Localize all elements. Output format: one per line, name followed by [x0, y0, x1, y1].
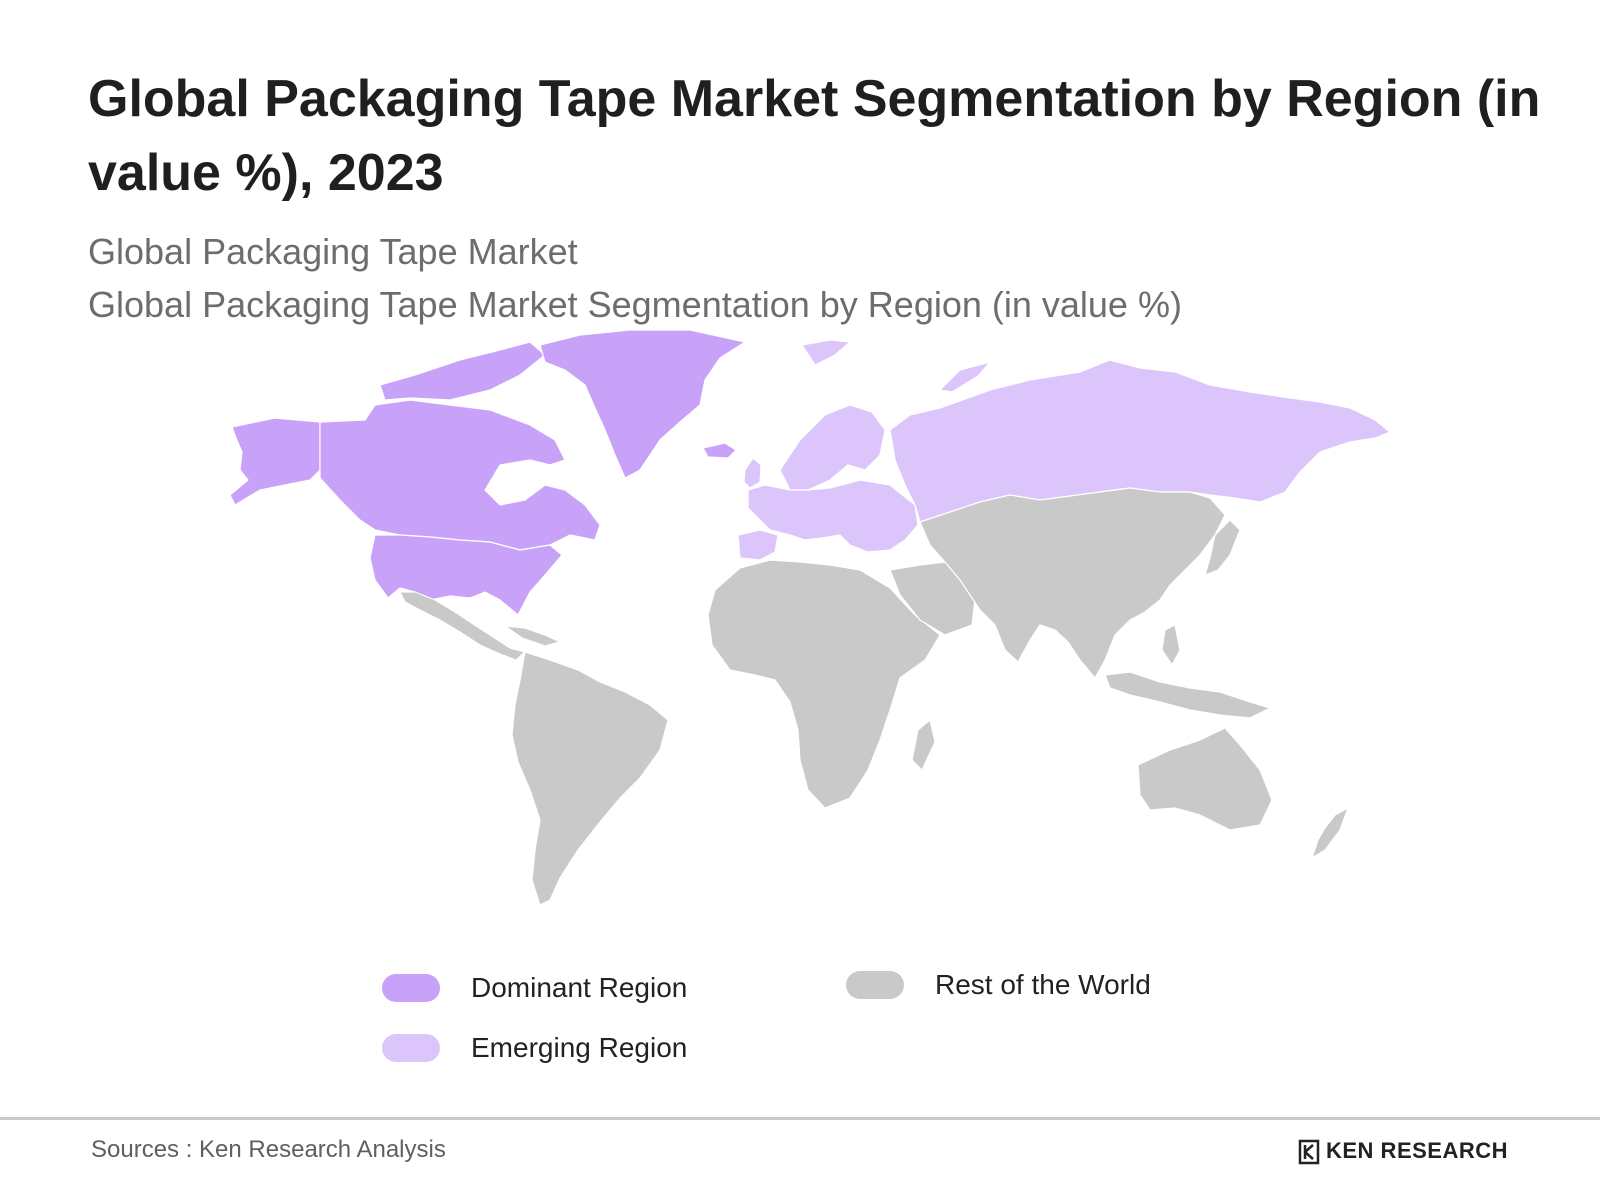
source-note: Sources : Ken Research Analysis — [91, 1136, 446, 1163]
legend-label-emerging: Emerging Region — [471, 1032, 688, 1063]
legend-swatch-rest — [846, 971, 904, 999]
map-region-africa — [707, 559, 941, 809]
brand-logo: KEN RESEARCH — [1298, 1136, 1518, 1166]
map-region-middle-east — [889, 561, 976, 636]
legend-swatch-emerging — [382, 1034, 440, 1062]
map-region-madagascar — [911, 719, 936, 771]
map-region-greenland — [539, 330, 746, 479]
rest-region-group — [399, 487, 1349, 906]
ken-logo-icon — [1298, 1139, 1320, 1165]
legend-item-rest: Rest of the World — [846, 965, 1206, 1005]
map-region-canada — [319, 399, 601, 551]
map-region-alaska — [229, 417, 321, 506]
map-region-svalbard — [801, 339, 851, 366]
emerging-region-group — [737, 339, 1391, 561]
map-region-scandinavia — [779, 404, 886, 491]
map-region-iceland — [702, 442, 737, 459]
subtitle-segmentation: Global Packaging Tape Market Segmentatio… — [88, 284, 1182, 325]
legend-label-dominant: Dominant Region — [471, 972, 688, 1003]
brand-name: KEN RESEARCH — [1326, 1138, 1509, 1163]
map-region-usa — [369, 534, 563, 616]
map-region-mexico-central-america — [399, 591, 526, 661]
map-region-australia — [1137, 727, 1273, 831]
map-region-europe — [747, 479, 919, 553]
map-region-new-zealand — [1311, 807, 1349, 859]
legend-swatch-dominant — [382, 974, 440, 1002]
map-region-iberia — [737, 529, 779, 561]
subtitle-market: Global Packaging Tape Market — [88, 231, 578, 272]
legend-item-dominant: Dominant Region — [382, 968, 742, 1008]
footer-divider — [0, 1117, 1600, 1120]
map-region-caribbean — [504, 625, 561, 647]
map-region-japan — [1204, 519, 1241, 576]
map-region-novaya-zemlya — [939, 361, 991, 393]
map-region-arctic-islands — [379, 341, 546, 401]
dominant-region-group — [229, 330, 746, 616]
legend-label-rest: Rest of the World — [935, 969, 1151, 1000]
map-region-south-america — [511, 651, 669, 906]
legend-item-emerging: Emerging Region — [382, 1028, 742, 1068]
map-region-asia — [919, 487, 1226, 679]
map-region-uk — [743, 457, 762, 489]
map-region-philippines — [1161, 624, 1181, 666]
page-title: Global Packaging Tape Market Segmentatio… — [88, 70, 1541, 202]
world-map — [229, 330, 1391, 906]
map-region-southeast-asia-islands — [1104, 671, 1271, 719]
